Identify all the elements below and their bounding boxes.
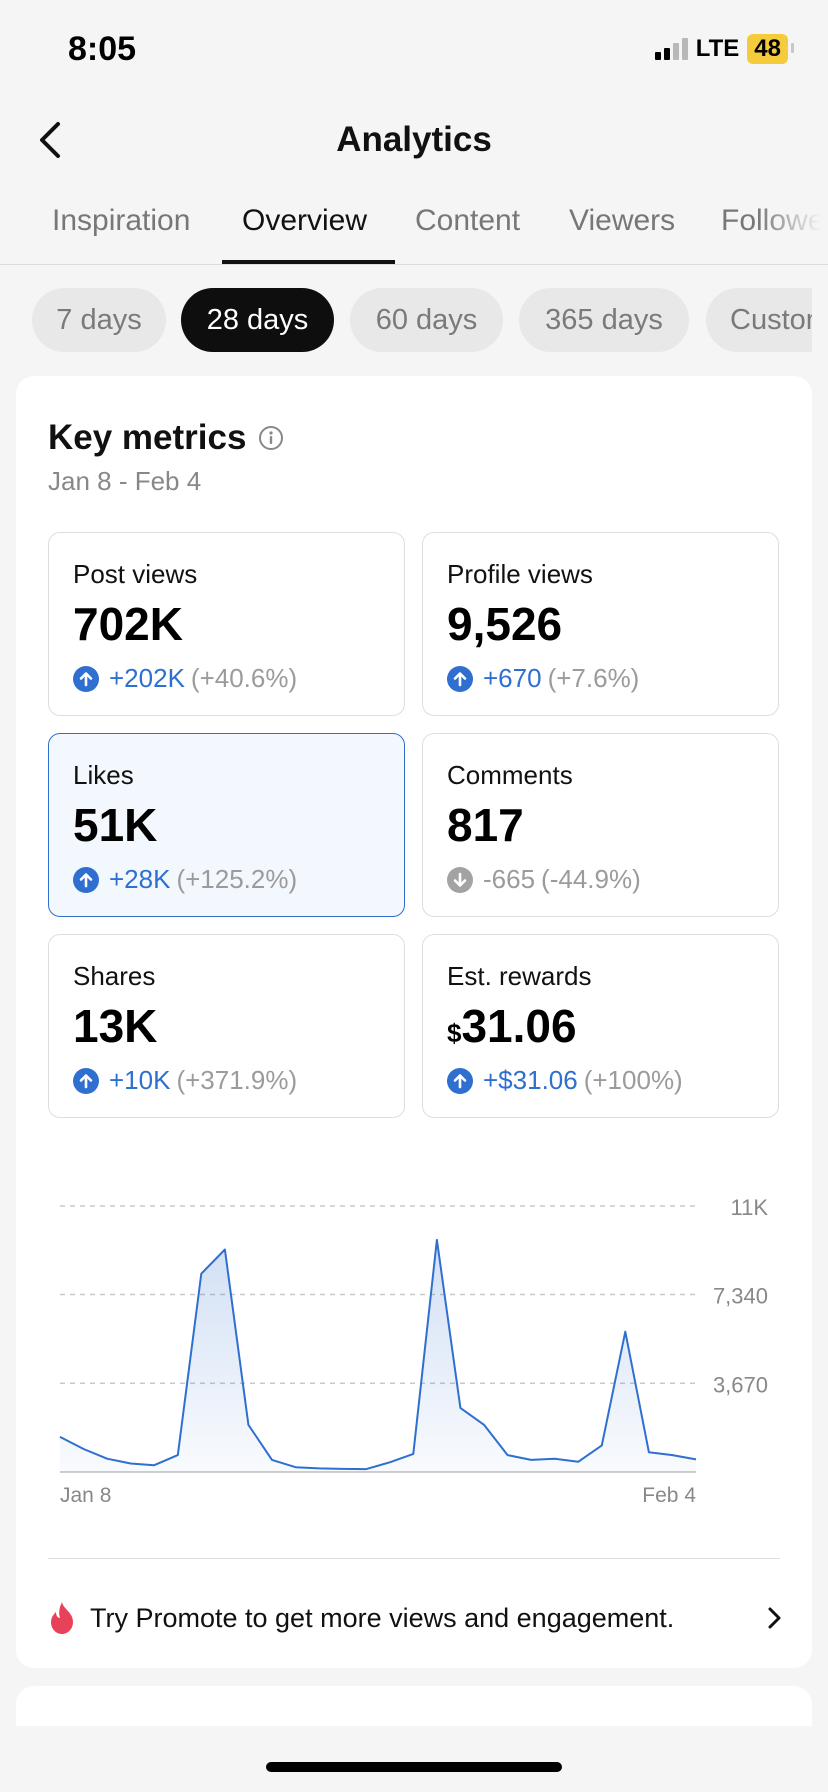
next-card: [16, 1686, 812, 1726]
delta-value: +$31.06: [483, 1065, 578, 1095]
metric-est-rewards[interactable]: Est. rewards $31.06 +$31.06 (+100%): [422, 934, 779, 1118]
tab-viewers[interactable]: Viewers: [569, 204, 676, 237]
currency-symbol: $: [447, 1018, 462, 1048]
y-tick-label: 11K: [730, 1195, 768, 1220]
likes-chart-svg: 11K 7,340 3,670 Jan 8 Feb 4: [59, 1195, 768, 1507]
metric-shares[interactable]: Shares 13K +10K (+371.9%): [48, 934, 405, 1118]
metric-post-views[interactable]: Post views 702K +202K (+40.6%): [48, 532, 405, 716]
x-tick-label-start: Jan 8: [60, 1484, 111, 1507]
chip-28-days[interactable]: 28 days: [181, 288, 334, 352]
metric-label: Est. rewards: [447, 961, 592, 991]
chip-60-days[interactable]: 60 days: [350, 288, 503, 352]
chevron-right-icon: [768, 1607, 781, 1629]
status-time: 8:05: [68, 30, 137, 68]
arrow-up-circle-icon: [73, 866, 99, 893]
app-header: Analytics: [0, 108, 828, 172]
tab-content[interactable]: Content: [415, 204, 521, 237]
flame-icon: [51, 1602, 73, 1634]
likes-chart[interactable]: 11K 7,340 3,670 Jan 8 Feb 4: [16, 1146, 812, 1516]
tab-bar: Inspiration Overview Content Viewers Fol…: [0, 190, 828, 265]
delta-percent: (+7.6%): [547, 663, 640, 693]
back-button[interactable]: [26, 116, 74, 164]
metric-delta: +10K (+371.9%): [73, 1065, 297, 1096]
delta-value: +670: [483, 663, 542, 693]
metric-value: 702K: [73, 598, 183, 650]
chip-custom[interactable]: Custom: [706, 288, 812, 352]
tab-overview[interactable]: Overview: [242, 204, 368, 237]
delta-value: +28K: [109, 864, 171, 894]
delta-percent: (+40.6%): [190, 663, 298, 693]
info-circle-icon[interactable]: [258, 425, 284, 451]
chip-7-days[interactable]: 7 days: [32, 288, 166, 352]
metric-label: Post views: [73, 559, 198, 589]
arrow-up-circle-icon: [73, 1067, 99, 1094]
chip-365-days[interactable]: 365 days: [519, 288, 689, 352]
key-metrics-heading: Key metrics: [48, 418, 284, 458]
series-line: [59, 1238, 697, 1471]
metric-delta: -665 (-44.9%): [447, 864, 641, 895]
series-area: [60, 1239, 696, 1472]
page-title: Analytics: [336, 120, 492, 159]
tab-active-indicator: [222, 260, 395, 264]
metric-value: 817: [447, 799, 524, 851]
chevron-left-icon: [40, 122, 60, 158]
status-indicators: LTE 48: [654, 34, 794, 64]
tab-inspiration[interactable]: Inspiration: [52, 204, 191, 237]
metric-delta: +670 (+7.6%): [447, 663, 639, 694]
battery-icon: 48: [747, 34, 794, 64]
key-metrics-title: Key metrics: [48, 418, 247, 457]
metric-label: Comments: [447, 760, 573, 790]
metric-delta: +202K (+40.6%): [73, 663, 297, 694]
key-metrics-card: Key metrics Jan 8 - Feb 4 Post views 702…: [16, 376, 812, 1668]
metric-delta: +28K (+125.2%): [73, 864, 297, 895]
metric-label: Profile views: [447, 559, 593, 589]
metric-value: $31.06: [447, 999, 577, 1053]
rewards-amount: 31.06: [461, 1000, 577, 1052]
arrow-up-circle-icon: [73, 665, 99, 692]
metric-value: 51K: [73, 799, 158, 851]
arrow-up-circle-icon: [447, 665, 473, 692]
tab-fade: [758, 190, 828, 264]
status-bar: 8:05 LTE 48: [0, 0, 828, 100]
metric-value: 9,526: [447, 598, 563, 650]
y-tick-label: 3,670: [713, 1372, 768, 1397]
delta-percent: (+371.9%): [176, 1065, 298, 1095]
promote-banner[interactable]: Try Promote to get more views and engage…: [46, 1598, 786, 1638]
metric-label: Shares: [73, 961, 156, 991]
period-selector: 7 days 28 days 60 days 365 days Custom: [0, 288, 812, 354]
promote-text: Try Promote to get more views and engage…: [90, 1602, 675, 1633]
delta-percent: (+100%): [583, 1065, 683, 1095]
metric-comments[interactable]: Comments 817 -665 (-44.9%): [422, 733, 779, 917]
metric-label: Likes: [73, 760, 134, 790]
arrow-up-circle-icon: [447, 1067, 473, 1094]
x-tick-label-end: Feb 4: [642, 1484, 696, 1507]
y-tick-label: 7,340: [713, 1284, 768, 1309]
delta-percent: (+125.2%): [176, 864, 298, 894]
metric-value: 13K: [73, 1000, 158, 1052]
delta-value: -665: [483, 864, 536, 894]
home-indicator[interactable]: [266, 1762, 562, 1772]
metric-delta: +$31.06 (+100%): [447, 1065, 683, 1096]
signal-icon: [654, 38, 688, 60]
arrow-down-circle-icon: [447, 866, 473, 893]
network-type: LTE: [695, 35, 740, 62]
delta-percent: (-44.9%): [541, 864, 641, 894]
delta-value: +202K: [109, 663, 185, 693]
date-range: Jan 8 - Feb 4: [48, 466, 202, 496]
metric-profile-views[interactable]: Profile views 9,526 +670 (+7.6%): [422, 532, 779, 716]
divider: [48, 1558, 780, 1559]
metric-likes[interactable]: Likes 51K +28K (+125.2%): [48, 733, 405, 917]
delta-value: +10K: [109, 1065, 171, 1095]
